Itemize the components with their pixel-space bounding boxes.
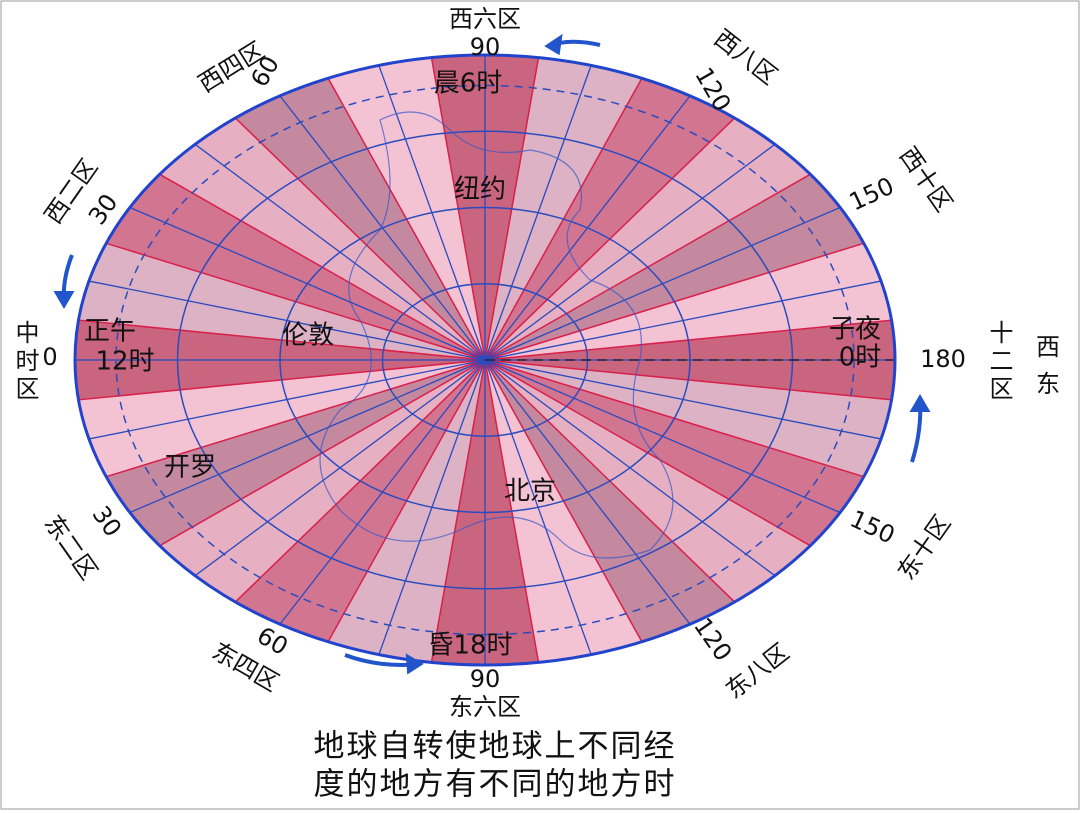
globe <box>73 53 897 667</box>
globe-edge <box>73 53 897 667</box>
time-zone <box>328 57 485 360</box>
place-label: 伦敦 <box>282 321 334 351</box>
meridian-label: 180 <box>920 345 966 373</box>
place-label: 纽约 <box>454 175 506 205</box>
time-zone <box>485 243 892 360</box>
meridian-label: 90 <box>470 33 501 61</box>
time-zone <box>485 360 642 663</box>
coastline <box>319 111 674 559</box>
time-zone <box>235 78 485 360</box>
time-zone <box>485 57 642 360</box>
time-zone <box>78 243 485 360</box>
place-label: 0时 <box>839 343 882 373</box>
parallel <box>279 206 691 514</box>
meridian-label: 0 <box>42 343 57 371</box>
place-label: 北京 <box>504 477 556 507</box>
arrow-head <box>405 653 424 675</box>
time-zone <box>485 360 864 546</box>
zone-label: 东六区 <box>449 693 521 721</box>
time-zone <box>485 360 892 477</box>
zone-label: 西六区 <box>449 5 521 33</box>
zone-label: 中时区 <box>11 320 39 404</box>
arrow-head <box>544 33 563 56</box>
time-zone <box>328 360 485 663</box>
zone-label: 西 <box>1036 333 1060 361</box>
zone-label: 东 <box>1036 370 1060 398</box>
place-label: 子夜 <box>829 315 881 345</box>
caption: 度的地方有不同的地方时 <box>314 767 677 803</box>
rotation-arrows <box>53 33 931 675</box>
zone-label: 十二区 <box>985 320 1013 404</box>
place-label: 12时 <box>95 347 154 377</box>
time-zone <box>235 360 485 642</box>
time-zone <box>106 360 485 546</box>
place-label: 开罗 <box>164 453 216 483</box>
time-zone <box>485 360 735 642</box>
caption: 地球自转使地球上不同经 <box>314 729 677 765</box>
time-zone <box>106 174 485 360</box>
arrow-head <box>909 394 931 412</box>
place-label: 正午 <box>84 317 136 347</box>
time-zone <box>485 174 864 360</box>
time-zone <box>485 78 735 360</box>
arrow-head <box>53 291 75 309</box>
meridian-label: 90 <box>470 665 501 693</box>
place-label: 昏18时 <box>427 631 512 661</box>
place-label: 晨6时 <box>434 69 503 99</box>
time-zone <box>78 360 485 477</box>
